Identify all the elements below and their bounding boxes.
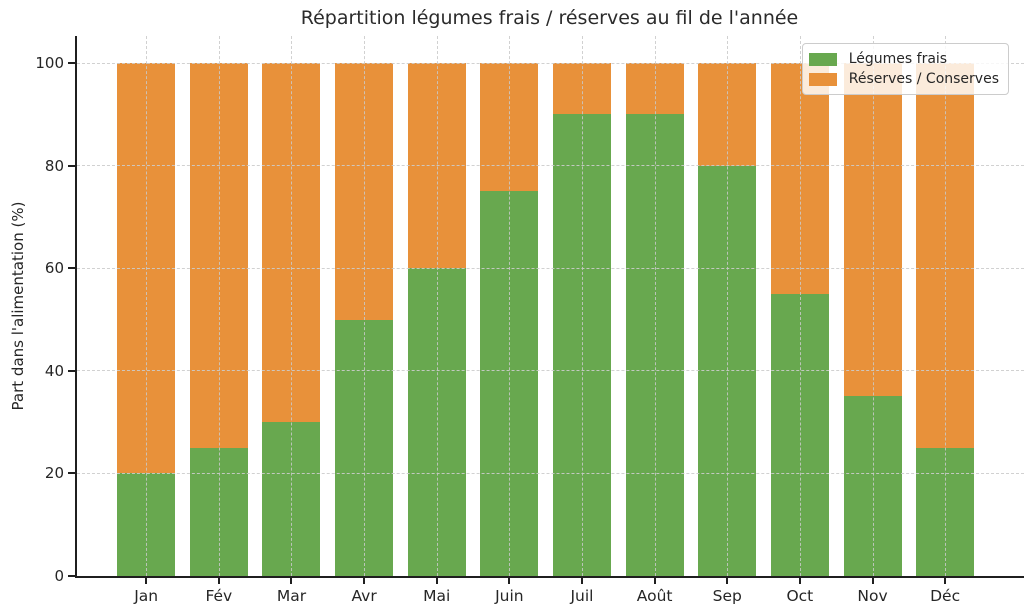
gridline-vertical-juil bbox=[581, 36, 583, 576]
legend: Légumes frais Réserves / Conserves bbox=[801, 43, 1009, 95]
gridline-vertical-avr bbox=[364, 36, 366, 576]
gridline-horizontal-20 bbox=[77, 472, 1024, 474]
x-tick-juil bbox=[580, 578, 583, 584]
x-tick-label-mar: Mar bbox=[276, 587, 307, 605]
y-tick-label-80: 80 bbox=[44, 156, 64, 175]
chart-title: Répartition légumes frais / réserves au … bbox=[300, 7, 799, 29]
x-tick-sep bbox=[726, 578, 729, 584]
plot-area: Légumes frais Réserves / Conserves 0 20 40 6… bbox=[35, 36, 1024, 605]
x-tick-nov bbox=[871, 578, 874, 584]
y-tick-label-20: 20 bbox=[44, 464, 64, 483]
y-tick-0 bbox=[68, 575, 75, 577]
y-tick-label-100: 100 bbox=[35, 54, 64, 72]
y-tick-20 bbox=[68, 472, 75, 475]
y-tick-100 bbox=[68, 62, 75, 64]
gridline-horizontal-60 bbox=[77, 267, 1024, 269]
gridline-horizontal-100 bbox=[77, 62, 1024, 64]
y-axis-label: Part dans l'alimentation (%) bbox=[9, 201, 27, 411]
gridline-vertical-sep bbox=[727, 36, 729, 576]
x-tick-août bbox=[653, 578, 656, 584]
x-tick-label-juil: Juil bbox=[570, 587, 594, 605]
gridline-vertical-fév bbox=[218, 36, 220, 576]
x-tick-oct bbox=[798, 578, 801, 584]
gridline-vertical-déc bbox=[945, 36, 947, 576]
y-tick-label-40: 40 bbox=[44, 361, 64, 380]
y-tick-60 bbox=[68, 267, 75, 270]
gridline-horizontal-40 bbox=[77, 370, 1024, 372]
y-tick-label-60: 60 bbox=[44, 259, 64, 278]
x-tick-label-sep: Sep bbox=[712, 587, 742, 605]
gridline-vertical-mai bbox=[436, 36, 438, 576]
x-tick-mai bbox=[435, 578, 438, 584]
legend-color-patch bbox=[808, 52, 837, 66]
x-tick-label-déc: Déc bbox=[930, 587, 961, 605]
legend-item: Réserves / Conserves bbox=[808, 69, 999, 89]
legend-label: Légumes frais bbox=[848, 51, 948, 67]
gridline-vertical-oct bbox=[799, 36, 801, 576]
x-tick-fév bbox=[217, 578, 220, 584]
gridline-vertical-jan bbox=[146, 36, 148, 576]
x-tick-mar bbox=[290, 578, 293, 584]
x-tick-avr bbox=[363, 578, 366, 584]
gridline-vertical-juin bbox=[509, 36, 511, 576]
y-tick-40 bbox=[68, 369, 75, 372]
gridline-vertical-août bbox=[654, 36, 656, 576]
x-tick-label-août: Août bbox=[636, 587, 673, 605]
x-tick-label-avr: Avr bbox=[351, 587, 377, 605]
legend-color-patch bbox=[808, 72, 837, 86]
x-tick-déc bbox=[944, 578, 947, 584]
y-tick-label-0: 0 bbox=[54, 567, 64, 585]
gridline-vertical-nov bbox=[872, 36, 874, 576]
x-tick-juin bbox=[508, 578, 511, 584]
y-tick-80 bbox=[68, 164, 75, 167]
x-tick-label-jan: Jan bbox=[134, 587, 159, 605]
x-tick-label-nov: Nov bbox=[857, 587, 888, 605]
x-tick-jan bbox=[145, 578, 148, 584]
x-tick-label-mai: Mai bbox=[423, 587, 451, 605]
gridline-horizontal-80 bbox=[77, 165, 1024, 167]
x-tick-label-juin: Juin bbox=[495, 587, 524, 605]
gridline-vertical-mar bbox=[291, 36, 293, 576]
x-tick-label-oct: Oct bbox=[786, 587, 814, 605]
legend-item: Légumes frais bbox=[808, 49, 999, 69]
x-tick-label-fév: Fév bbox=[205, 587, 233, 605]
legend-label: Réserves / Conserves bbox=[848, 71, 999, 87]
